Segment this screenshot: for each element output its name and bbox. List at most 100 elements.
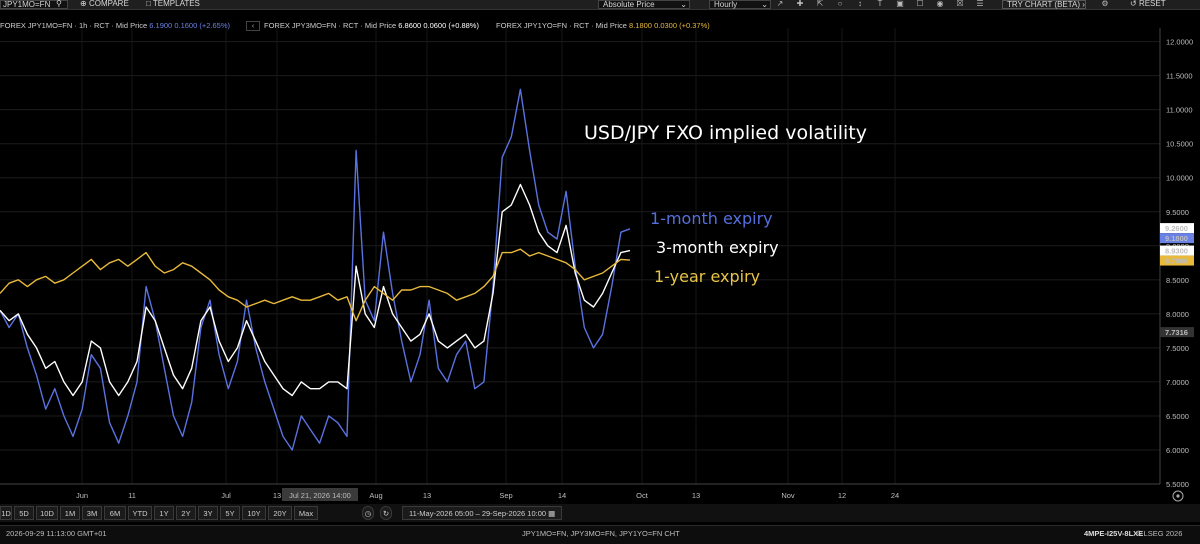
legend-name: FOREX JPY1MO=FN · 1h · RCT · Mid Price [0,21,148,30]
range-button-3m[interactable]: 3M [82,506,102,520]
y-tick-label: 7.5000 [1166,344,1189,353]
crosshair-icon[interactable]: ✚ [796,0,804,8]
text-tool-icon[interactable]: T [877,0,883,8]
value-tag-label: 9.2600 [1165,224,1188,233]
range-button-2y[interactable]: 2Y [176,506,196,520]
chevron-down-icon: ⌄ [761,0,768,9]
shape-icon[interactable]: ○ [837,0,843,8]
refresh-icon[interactable]: ↻ [380,506,392,520]
y-tick-label: 7.0000 [1166,378,1189,387]
chevron-right-icon: › [1082,0,1085,9]
legend-price: 6.1900 [149,21,173,30]
date-range-picker[interactable]: 11-May-2026 05:00 – 29-Sep-2026 10:00 ▦ [402,506,563,520]
y-tick-label: 11.5000 [1166,72,1193,81]
calendar-icon: ▦ [548,509,556,518]
search-icon[interactable]: ⚲ [56,0,62,8]
y-tick-label: 8.5000 [1166,276,1189,285]
price-type-select[interactable]: Absolute Price ⌄ [598,0,690,9]
chevron-left-icon[interactable]: ‹ [246,21,260,31]
legend-change: 0.0300 (+0.37%) [654,21,710,30]
legend-price: 6.8600 [398,21,422,30]
settings-icon[interactable]: ⚙ [1101,0,1109,8]
x-tick-label: 11 [128,491,136,500]
crosshair-date-text: Jul 21, 2026 14:00 [289,491,351,500]
x-tick-label: 13 [692,491,700,500]
value-tag-bg [1160,327,1194,338]
x-tick-label: Sep [499,491,512,500]
annotation-1m: 1-month expiry [650,209,773,228]
undo-icon: ↺ [1130,0,1137,8]
legend-item-3m: FOREX JPY3MO=FN · RCT · Mid Price 6.8600… [264,19,479,33]
y-tick-label: 10.5000 [1166,140,1193,149]
line-tool-icon[interactable]: ↗ [776,0,784,8]
price-chart[interactable]: 12.0000 11.5000 11.0000 10.5000 10.0000 9.500… [0,28,1200,504]
series-line-1m [0,88,631,451]
range-button-1y[interactable]: 1Y [154,506,174,520]
x-tick-label: 13 [273,491,281,500]
chart-grid [0,28,1160,485]
range-button-1d[interactable]: 1D [0,506,12,520]
cursor-icon[interactable]: ⇱ [816,0,824,8]
lock-icon[interactable]: ☐ [916,0,924,8]
series-lines [0,88,631,451]
price-type-value: Absolute Price [603,0,655,9]
interval-value: Hourly [714,0,738,9]
legend-change: 0.0600 (+0.88%) [423,21,479,30]
range-button-ytd[interactable]: YTD [128,506,152,520]
range-button-1m[interactable]: 1M [60,506,80,520]
legend-price: 8.1800 [629,21,652,30]
value-tag-label: 7.7316 [1165,328,1188,337]
value-tag-bg [1160,223,1194,234]
value-tag-label: 8.7900 [1165,257,1188,266]
range-button-10y[interactable]: 10Y [242,506,266,520]
range-button-5d[interactable]: 5D [14,506,34,520]
legend-item-1y: FOREX JPY1YO=FN · RCT · Mid Price 8.1800… [496,19,710,33]
templates-button[interactable]: □ TEMPLATES [146,0,200,9]
eye-icon[interactable]: ◉ [936,0,944,8]
y-tick-label: 6.5000 [1166,412,1189,421]
x-tick-label: Nov [781,491,795,500]
trash-icon[interactable]: ☒ [956,0,964,8]
y-tick-label: 6.0000 [1166,446,1189,455]
range-button-3y[interactable]: 3Y [198,506,218,520]
y-tick-label: 11.0000 [1166,106,1193,115]
chart-toolbar: JPY1MO=FN ⚲ ⊕ COMPARE □ TEMPLATES Absolu… [0,0,1200,10]
crosshair-date-label: Jul 21, 2026 14:00 [282,488,358,501]
status-id: 4MPE-I25V-8LXE [1084,529,1144,538]
range-button-max[interactable]: Max [294,506,318,520]
x-tick-label: 13 [423,491,431,500]
try-chart-button[interactable]: TRY CHART (BETA) › [1002,0,1086,9]
y-tick-label: 9.5000 [1166,208,1189,217]
image-icon[interactable]: ▣ [896,0,904,8]
layers-icon[interactable]: ☰ [976,0,984,8]
value-tag-bg [1160,233,1194,244]
legend-item-1m: FOREX JPY1MO=FN · 1h · RCT · Mid Price 6… [0,19,230,33]
range-button-5y[interactable]: 5Y [220,506,240,520]
range-button-6m[interactable]: 6M [104,506,126,520]
zoom-reset-icon[interactable] [1172,490,1184,502]
chevron-down-icon: ⌄ [680,0,687,9]
x-axis-ticks: Jun 11 Jul 13 Aug 13 Sep 14 Oct 13 Nov 12 24 [76,491,899,500]
try-chart-label: TRY CHART (BETA) [1007,0,1081,9]
y-tick-label: 12.0000 [1166,38,1193,47]
series-line-1y [0,248,631,322]
legend-name: FOREX JPY3MO=FN · RCT · Mid Price [264,21,397,30]
value-tag-bg [1160,245,1194,256]
status-copyright: © LSEG 2026 [1136,529,1183,538]
range-selector: 1D 5D 10D 1M 3M 6M YTD 1Y 2Y 3Y 5Y 10Y 20Y Max ◷ ↻ 11… [0,504,1200,522]
x-tick-label: 12 [838,491,846,500]
clock-icon[interactable]: ◷ [362,506,374,520]
value-tag-label: 9.1800 [1165,234,1188,243]
annotation-1y: 1-year expiry [654,267,760,286]
x-tick-label: Aug [369,491,382,500]
measure-icon[interactable]: ↕ [858,0,862,8]
reset-button[interactable]: ↺ RESET [1130,0,1166,9]
chart-title: USD/JPY FXO implied volatility [584,122,867,144]
x-tick-label: Oct [636,491,649,500]
interval-select[interactable]: Hourly ⌄ [709,0,771,9]
ric-input[interactable]: JPY1MO=FN [0,0,68,9]
compare-button[interactable]: ⊕ COMPARE [80,0,129,9]
y-tick-label: 8.0000 [1166,310,1189,319]
range-button-10d[interactable]: 10D [36,506,58,520]
range-button-20y[interactable]: 20Y [268,506,292,520]
